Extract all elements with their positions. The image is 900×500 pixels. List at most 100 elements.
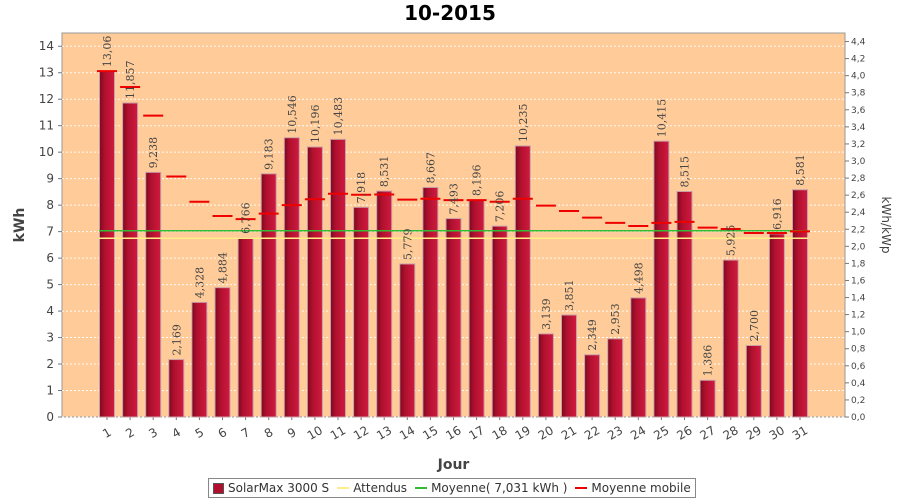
y-tick-label: 0 bbox=[46, 410, 54, 424]
y2-tick-label: 1,2 bbox=[851, 311, 865, 321]
data-label: 7,206 bbox=[494, 191, 507, 223]
y2-tick-label: 0,4 bbox=[851, 379, 866, 389]
y-tick-label: 1 bbox=[46, 384, 54, 398]
x-tick-label: 24 bbox=[628, 423, 648, 443]
x-tick-label: 20 bbox=[536, 423, 556, 443]
bar bbox=[699, 379, 716, 418]
x-tick-label: 31 bbox=[790, 423, 810, 443]
legend-item-attendus: Attendus bbox=[337, 481, 407, 495]
y2-tick-label: 4,4 bbox=[851, 38, 866, 48]
data-label: 10,196 bbox=[309, 104, 322, 143]
data-label: 10,546 bbox=[286, 95, 299, 134]
bar bbox=[445, 218, 462, 418]
data-label: 9,238 bbox=[147, 137, 160, 169]
data-label: 2,953 bbox=[609, 303, 622, 335]
bar bbox=[330, 138, 346, 418]
y-tick-label: 5 bbox=[46, 278, 54, 292]
data-label: 8,667 bbox=[424, 152, 437, 184]
legend-item-moyenne: Moyenne( 7,031 kWh ) bbox=[415, 481, 567, 495]
x-tick-label: 4 bbox=[169, 425, 183, 441]
y-tick-label: 4 bbox=[46, 304, 54, 318]
bar bbox=[99, 70, 115, 418]
legend-item-solarmax: SolarMax 3000 S bbox=[213, 481, 329, 495]
x-tick-label: 15 bbox=[420, 423, 440, 443]
y2-tick-label: 0,8 bbox=[851, 345, 866, 355]
y2-tick-label: 0,0 bbox=[851, 413, 866, 423]
x-tick-label: 23 bbox=[605, 423, 625, 443]
x-tick-label: 18 bbox=[490, 423, 510, 443]
bar bbox=[768, 233, 785, 418]
x-tick-label: 5 bbox=[193, 425, 207, 441]
data-label: 8,531 bbox=[378, 156, 391, 188]
y2-tick-label: 3,2 bbox=[851, 140, 865, 150]
data-label: 7,918 bbox=[355, 172, 368, 204]
y2-tick-label: 2,2 bbox=[851, 225, 865, 235]
y2-tick-label: 1,8 bbox=[851, 259, 866, 269]
legend-swatch-attendus bbox=[337, 487, 350, 489]
data-label: 2,700 bbox=[748, 310, 761, 342]
y2-tick-label: 4,2 bbox=[851, 55, 865, 65]
data-label: 6,916 bbox=[771, 198, 784, 230]
bar bbox=[168, 359, 185, 418]
y-tick-label: 12 bbox=[39, 92, 54, 106]
x-tick-label: 7 bbox=[239, 425, 253, 441]
bar bbox=[561, 314, 577, 418]
legend-label-moyenne-mobile: Moyenne mobile bbox=[591, 481, 691, 495]
data-label: 5,779 bbox=[401, 228, 414, 260]
legend-label-attendus: Attendus bbox=[353, 481, 408, 495]
y2-tick-label: 4,0 bbox=[851, 72, 866, 82]
data-label: 13,06 bbox=[101, 36, 114, 68]
y-axis-title: kWh bbox=[12, 208, 28, 243]
y-tick-label: 8 bbox=[46, 198, 54, 212]
data-label: 6,766 bbox=[240, 202, 253, 234]
data-label: 10,415 bbox=[655, 99, 668, 138]
data-label: 7,493 bbox=[448, 183, 461, 215]
bar bbox=[584, 354, 601, 418]
x-tick-label: 25 bbox=[651, 423, 671, 443]
y2-axis-title: kWh/kWp bbox=[879, 197, 893, 254]
x-tick-label: 16 bbox=[443, 423, 463, 443]
legend-label-solarmax: SolarMax 3000 S bbox=[228, 481, 330, 495]
x-tick-label: 29 bbox=[744, 423, 764, 443]
data-label: 10,235 bbox=[517, 103, 530, 142]
data-label: 9,183 bbox=[263, 138, 276, 170]
x-tick-label: 12 bbox=[351, 423, 371, 443]
bar bbox=[306, 146, 323, 418]
x-tick-label: 11 bbox=[328, 423, 348, 443]
bar bbox=[399, 263, 416, 418]
bar bbox=[468, 199, 485, 418]
x-tick-label: 6 bbox=[216, 425, 230, 441]
bar bbox=[745, 344, 762, 418]
y-tick-label: 11 bbox=[39, 119, 54, 133]
x-tick-label: 3 bbox=[146, 425, 160, 441]
bar bbox=[514, 145, 531, 418]
data-label: 3,139 bbox=[540, 298, 553, 330]
y2-tick-label: 1,0 bbox=[851, 328, 866, 338]
y2-tick-label: 2,6 bbox=[851, 191, 866, 201]
legend-item-moyenne-mobile: Moyenne mobile bbox=[575, 481, 691, 495]
legend-swatch-solarmax bbox=[213, 482, 224, 494]
y2-tick-label: 0,6 bbox=[851, 362, 866, 372]
data-label: 4,884 bbox=[217, 252, 230, 284]
x-tick-label: 17 bbox=[466, 423, 486, 443]
y2-tick-label: 1,4 bbox=[851, 294, 866, 304]
bar bbox=[122, 102, 139, 418]
y2-tick-label: 2,8 bbox=[851, 174, 866, 184]
bar bbox=[422, 186, 439, 418]
y-tick-label: 9 bbox=[46, 172, 54, 186]
y2-tick-label: 3,6 bbox=[851, 106, 866, 116]
data-label: 10,483 bbox=[332, 97, 345, 136]
legend-swatch-moyenne bbox=[415, 487, 428, 489]
bar bbox=[353, 206, 370, 418]
data-label: 11,857 bbox=[124, 60, 137, 99]
y-tick-label: 7 bbox=[46, 225, 54, 239]
y2-tick-label: 3,0 bbox=[851, 157, 866, 167]
y2-tick-label: 3,4 bbox=[851, 123, 866, 133]
x-tick-label: 19 bbox=[513, 423, 533, 443]
legend-label-moyenne: Moyenne( 7,031 kWh ) bbox=[431, 481, 568, 495]
x-tick-label: 30 bbox=[767, 423, 787, 443]
bar bbox=[630, 297, 647, 418]
bar bbox=[145, 171, 162, 418]
x-tick-label: 21 bbox=[559, 423, 579, 443]
